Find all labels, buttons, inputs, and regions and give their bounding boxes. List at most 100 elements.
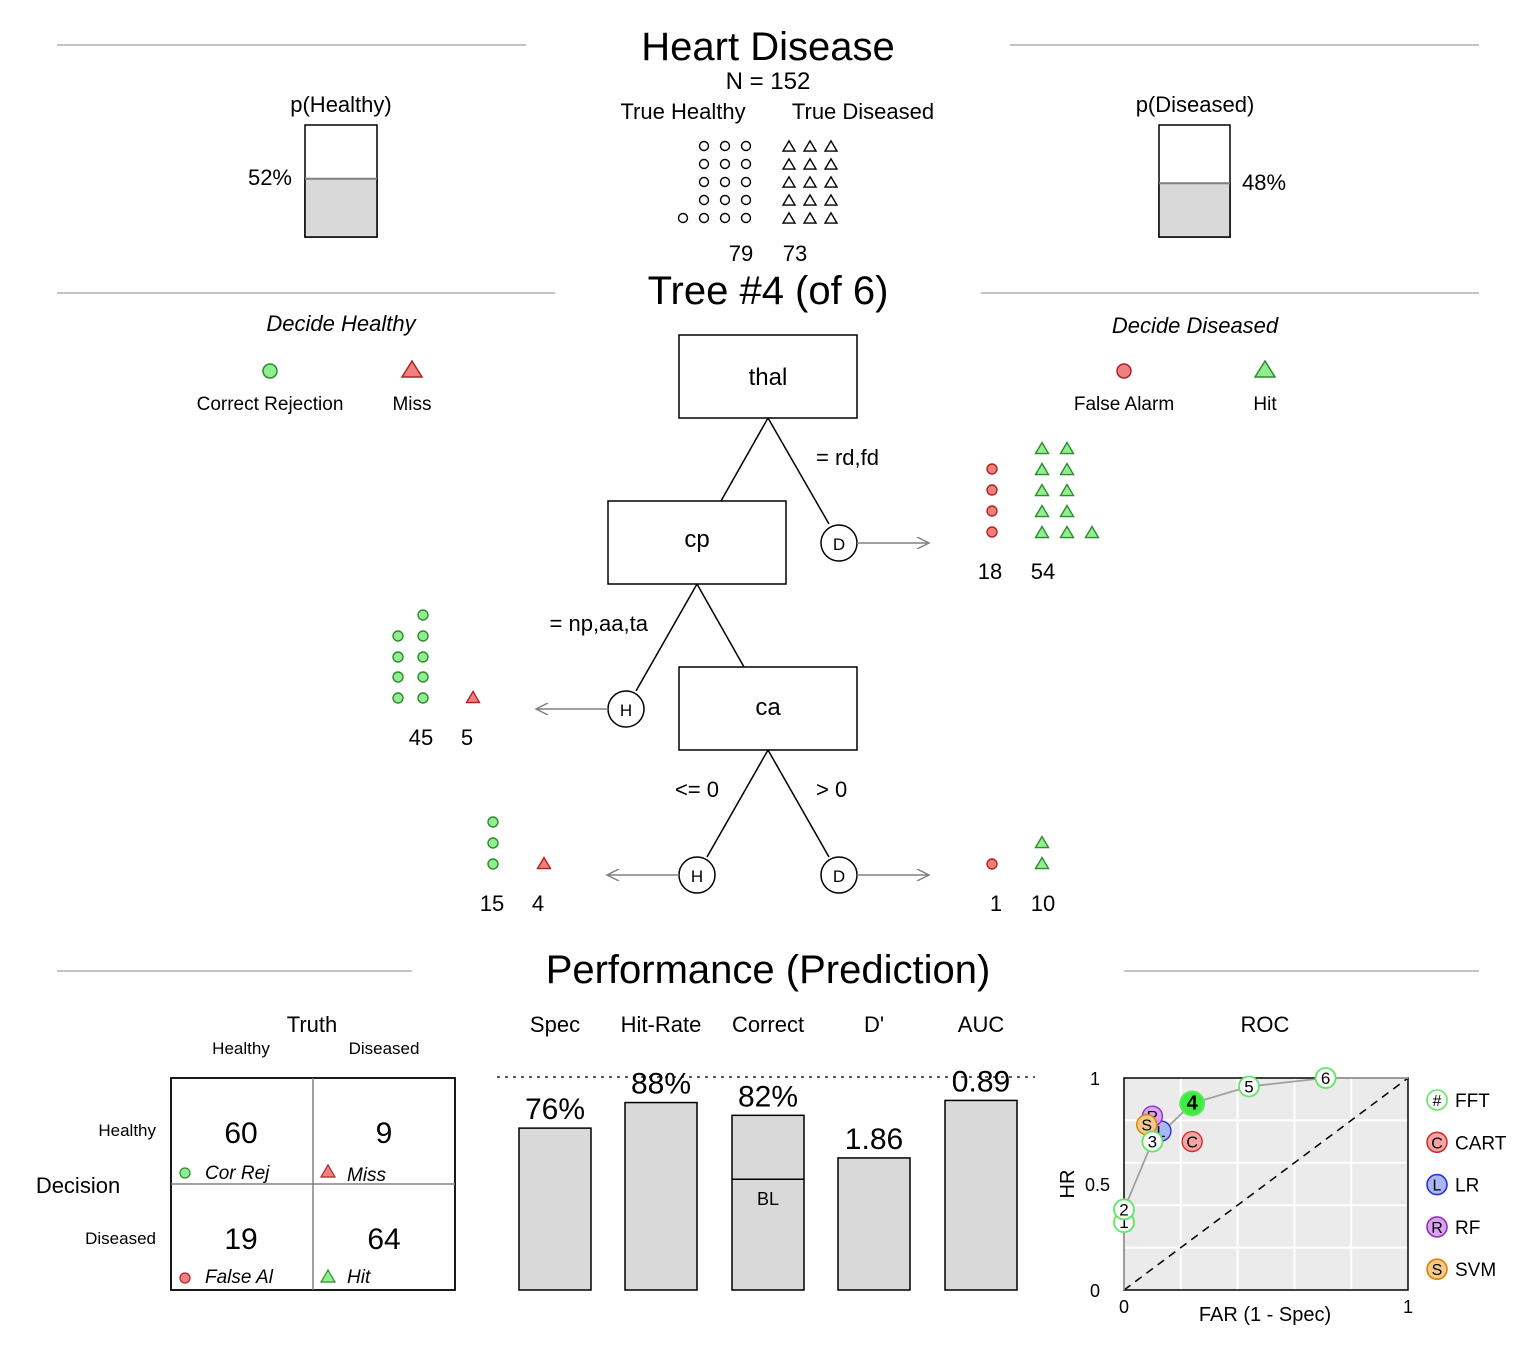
- correct-rejection-icon: [487, 816, 499, 828]
- branch-thal-cp: [720, 417, 769, 502]
- leaf-h-2-label: H: [620, 701, 632, 720]
- p-healthy-pct: 52%: [248, 165, 292, 190]
- true-healthy-circle-icon: [698, 140, 710, 152]
- true-healthy-circle-icon: [698, 212, 710, 224]
- decide-diseased-label: Decide Diseased: [1112, 313, 1279, 338]
- node-cp-box: [607, 500, 787, 585]
- truth-label: Truth: [287, 1012, 338, 1037]
- hit-icon: [1034, 525, 1050, 539]
- roc-point-label: 6: [1321, 1069, 1330, 1088]
- leaf-d-4-label: D: [833, 867, 845, 886]
- cell-hit-icon: [319, 1268, 337, 1283]
- exit4-fa-count: 1: [990, 891, 1002, 916]
- truth-col-healthy: Healthy: [212, 1039, 270, 1058]
- true-diseased-triangle-icon: [823, 193, 839, 206]
- false-alarm-icon: [986, 526, 998, 538]
- cell-fa-value: 19: [224, 1223, 257, 1256]
- exit1-hit-count: 54: [1031, 559, 1055, 584]
- true-diseased-triangle-icon: [823, 211, 839, 224]
- true-healthy-circle-icon: [740, 176, 752, 188]
- bar-category-label: AUC: [958, 1012, 1005, 1037]
- true-healthy-circle-icon: [719, 176, 731, 188]
- correct-rejection-icon: [392, 630, 404, 642]
- hit-icon: [1034, 441, 1050, 455]
- leaf-h-3-label: H: [691, 867, 703, 886]
- exit-icon-groups: [392, 441, 1100, 870]
- roc-tick-x1: 1: [1403, 1297, 1413, 1317]
- cell-cr-value: 60: [224, 1117, 257, 1150]
- node-cp-label: cp: [684, 526, 709, 553]
- bar-value-label: 76%: [525, 1093, 585, 1126]
- true-diseased-triangle-icon: [781, 193, 797, 206]
- hit-icon: [1059, 525, 1075, 539]
- exit1-fa-count: 18: [978, 559, 1002, 584]
- cell-cr-label: Cor Rej: [205, 1163, 270, 1184]
- roc-legend-label: RF: [1455, 1218, 1480, 1239]
- miss-icon: [400, 359, 424, 378]
- decide-healthy-label: Decide Healthy: [266, 311, 417, 336]
- exit4-hit-count: 10: [1031, 891, 1055, 916]
- bar-category-label: Spec: [530, 1012, 580, 1037]
- decision-row-diseased: Diseased: [85, 1229, 156, 1248]
- roc-title: ROC: [1241, 1012, 1290, 1037]
- correct-rejection-icon: [392, 671, 404, 683]
- true-healthy-circle-icon: [719, 212, 731, 224]
- roc-tick-y0: 0: [1090, 1281, 1100, 1301]
- roc-tick-y1: 1: [1090, 1069, 1100, 1089]
- hit-icon: [1059, 504, 1075, 518]
- true-diseased-triangle-icon: [802, 139, 818, 152]
- roc-legend-letter: R: [1431, 1220, 1443, 1237]
- bar-category-label: Hit-Rate: [621, 1012, 702, 1037]
- legend-hit: Hit: [1253, 394, 1277, 415]
- correct-rejection-icon: [392, 651, 404, 663]
- correct-rejection-icon: [417, 692, 429, 704]
- true-diseased-triangle-icon: [823, 139, 839, 152]
- performance-bars: Spec 76% Hit-Rate 88% Correct 82% BL D' 1.86 AUC 0…: [518, 1012, 1018, 1291]
- bar-value-label: 1.86: [845, 1123, 903, 1156]
- exit2-cr-count: 45: [409, 725, 433, 750]
- roc-legend-marker: [1426, 1216, 1448, 1238]
- baseline-label: BL: [757, 1189, 779, 1209]
- true-diseased-label: True Diseased: [792, 99, 934, 124]
- branch-cp-ca: [696, 583, 745, 668]
- node-ca-box: [678, 666, 858, 751]
- roc-point-fft: [1238, 1075, 1260, 1098]
- true-healthy-circle-icon: [740, 212, 752, 224]
- p-diseased-fill: [1158, 182, 1231, 238]
- leaf-d-1-label: D: [833, 535, 845, 554]
- roc-point-label: 3: [1148, 1133, 1157, 1152]
- roc-chance-line: [1123, 1077, 1409, 1291]
- bar-category-label: Correct: [732, 1012, 804, 1037]
- true-healthy-circle-icon: [719, 158, 731, 170]
- hit-icon: [1253, 359, 1277, 378]
- cell-hit-value: 64: [367, 1223, 400, 1256]
- correct-rejection-icon: [487, 858, 499, 870]
- branch-ca-d: [767, 749, 830, 858]
- hit-icon: [1059, 441, 1075, 455]
- exit3-cr-count: 15: [480, 891, 504, 916]
- roc-legend-letter: S: [1432, 1262, 1443, 1279]
- tree-title: Tree #4 (of 6): [648, 269, 889, 313]
- exit3-miss-count: 4: [532, 891, 544, 916]
- roc-legend-marker: [1426, 1131, 1448, 1154]
- roc-legend-letter: #: [1433, 1093, 1442, 1110]
- true-diseased-triangle-icon: [802, 193, 818, 206]
- branch-cp-h: [635, 583, 698, 692]
- hit-icon: [1034, 856, 1050, 870]
- page-title: Heart Disease: [641, 25, 894, 69]
- bar-value-label: 88%: [631, 1068, 691, 1101]
- edge-label-cp: = np,aa,ta: [550, 611, 649, 636]
- roc-legend-label: CART: [1455, 1133, 1507, 1154]
- cell-fa-label: False Al: [205, 1267, 274, 1288]
- false-alarm-icon: [986, 463, 998, 475]
- false-alarm-icon: [986, 505, 998, 517]
- correct-rejection-icon: [417, 609, 429, 621]
- correct-rejection-icon: [262, 363, 278, 379]
- true-healthy-circle-icon: [698, 176, 710, 188]
- legend-correct-rejection: Correct Rejection: [197, 394, 344, 415]
- legend-miss: Miss: [392, 394, 431, 415]
- performance-bar: [944, 1099, 1018, 1291]
- performance-bar: [518, 1127, 592, 1291]
- roc-legend-letter: C: [1431, 1135, 1443, 1152]
- true-healthy-circle-icon: [740, 158, 752, 170]
